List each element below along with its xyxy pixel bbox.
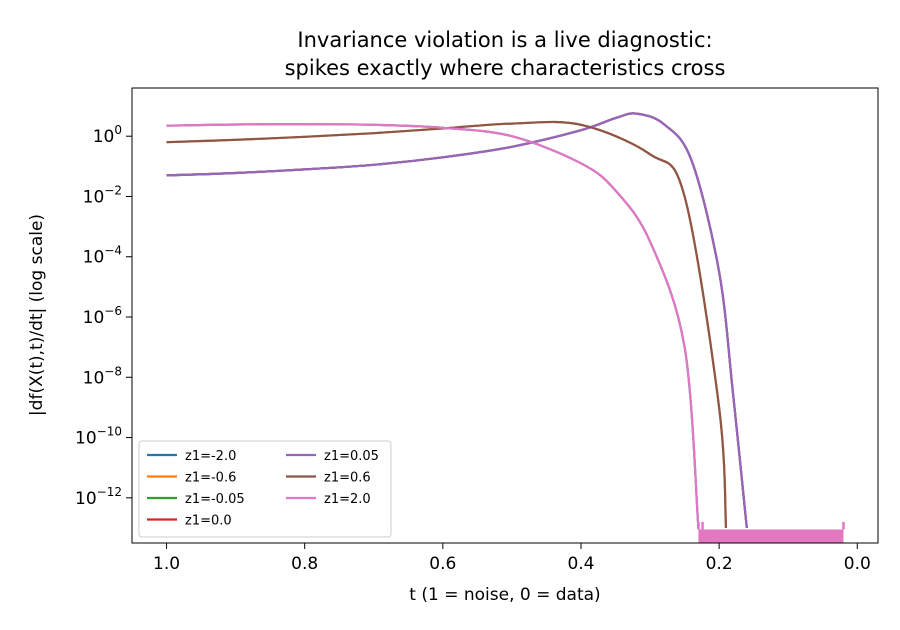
x-tick-label: 0.8 (291, 554, 318, 574)
series-line-z1=2.0 (166, 123, 700, 528)
y-tick-base: 10 (75, 429, 97, 449)
y-tick-exponent: −6 (104, 304, 122, 318)
y-tick-exponent: −12 (97, 485, 122, 499)
x-tick-label: 0.4 (567, 554, 594, 574)
y-tick-label: 10−6 (83, 304, 122, 328)
y-tick-label: 10−10 (75, 425, 122, 449)
y-tick-exponent: −10 (97, 425, 122, 439)
y-tick-exponent: −2 (104, 183, 122, 197)
y-tick-base: 10 (75, 489, 97, 509)
y-tick-base: 10 (83, 187, 105, 207)
legend-label: z1=0.05 (324, 449, 379, 464)
x-tick-label: 0.0 (844, 554, 871, 574)
y-tick-label: 100 (93, 123, 122, 147)
x-tick-label: 0.6 (429, 554, 456, 574)
chart-title: Invariance violation is a live diagnosti… (297, 28, 712, 52)
x-axis-ticks: 1.0 0.8 0.6 0.4 0.2 0.0 (153, 543, 871, 574)
legend-label: z1=0.0 (185, 514, 232, 529)
legend-box (138, 440, 392, 538)
y-tick-base: 10 (83, 248, 105, 268)
legend-label: z1=-0.6 (185, 471, 236, 486)
y-tick-exponent: −8 (104, 364, 122, 378)
y-tick-base: 10 (83, 368, 105, 388)
legend-label: z1=0.6 (324, 471, 371, 486)
series-line-z1=0.6 (166, 120, 728, 528)
y-tick-label: 10−2 (83, 183, 122, 207)
y-axis-label: |df(X(t),t)/dt| (log scale) (27, 214, 47, 416)
y-tick-exponent: −4 (104, 244, 122, 258)
chart-subtitle: spikes exactly where characteristics cro… (285, 56, 726, 80)
y-tick-label: 10−12 (75, 485, 122, 509)
series-line-z1=0.05 (166, 112, 748, 529)
x-tick-label: 1.0 (153, 554, 180, 574)
legend-label: z1=-2.0 (185, 449, 236, 464)
y-tick-exponent: 0 (114, 123, 122, 137)
legend-label: z1=2.0 (324, 492, 371, 507)
y-tick-base: 10 (93, 127, 115, 147)
legend: z1=-2.0 z1=-0.6 z1=-0.05 z1=0.0 z1=0.05 z1=0.… (138, 440, 392, 538)
y-tick-label: 10−4 (83, 244, 122, 268)
x-axis-label: t (1 = noise, 0 = data) (409, 585, 600, 605)
y-tick-label: 10−8 (83, 364, 122, 388)
y-tick-base: 10 (83, 308, 105, 328)
legend-label: z1=-0.05 (185, 492, 245, 507)
noise-floor-band (698, 529, 844, 543)
x-tick-label: 0.2 (706, 554, 733, 574)
series-layer (166, 112, 845, 543)
plot-frame (131, 87, 879, 544)
